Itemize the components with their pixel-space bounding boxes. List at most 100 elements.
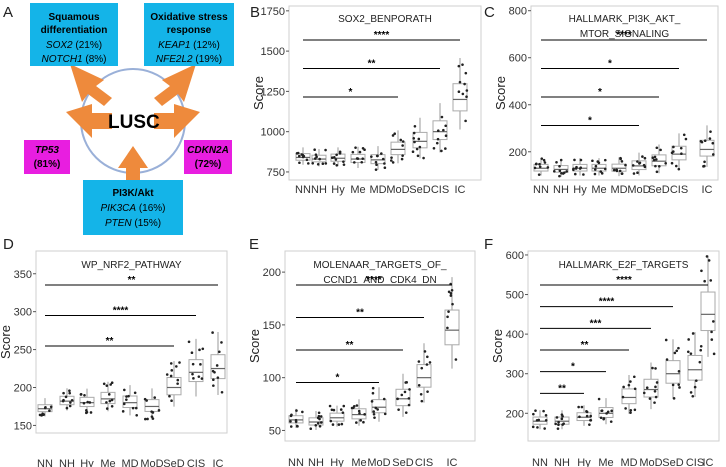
data-point bbox=[572, 167, 575, 171]
lusc-center-label: LUSC bbox=[108, 112, 160, 133]
data-point bbox=[317, 411, 321, 415]
data-point bbox=[381, 157, 385, 161]
data-point bbox=[620, 172, 624, 175]
data-point bbox=[624, 163, 627, 167]
data-point bbox=[602, 417, 605, 421]
x-tick-label: Hy bbox=[331, 184, 345, 196]
data-point bbox=[338, 152, 342, 155]
data-point bbox=[654, 164, 657, 168]
data-point bbox=[585, 410, 589, 414]
data-point bbox=[620, 160, 624, 163]
chart-title: HALLMARK_PI3K_AKT_ bbox=[569, 14, 681, 25]
data-point bbox=[425, 363, 429, 366]
x-tick-label: NN bbox=[295, 184, 311, 196]
data-point bbox=[200, 377, 204, 380]
chart-title-line-2: CCND1_AND_CDK4_DN bbox=[323, 275, 436, 286]
data-point bbox=[201, 347, 205, 351]
data-point bbox=[289, 425, 293, 428]
data-point bbox=[534, 409, 537, 412]
data-point bbox=[693, 385, 697, 389]
box bbox=[371, 399, 387, 414]
data-point bbox=[316, 421, 320, 425]
data-point bbox=[546, 166, 550, 169]
data-point bbox=[560, 417, 564, 421]
data-point bbox=[553, 169, 556, 173]
data-point bbox=[621, 395, 625, 399]
data-point bbox=[599, 416, 603, 420]
y-tick-label: 200 bbox=[263, 267, 281, 279]
panel-label: F bbox=[484, 236, 493, 253]
data-point bbox=[190, 351, 194, 355]
data-point bbox=[629, 408, 633, 412]
data-point bbox=[542, 158, 546, 162]
data-point bbox=[454, 358, 458, 361]
data-point bbox=[400, 393, 404, 397]
plot-frame bbox=[530, 5, 719, 181]
data-point bbox=[457, 90, 461, 94]
data-point bbox=[432, 146, 436, 150]
box bbox=[350, 153, 366, 163]
data-point bbox=[710, 338, 714, 341]
squamous-gene-2: NOTCH1 (8%) bbox=[41, 54, 106, 65]
data-point bbox=[540, 157, 544, 160]
data-point bbox=[110, 404, 114, 408]
data-point bbox=[150, 410, 153, 413]
data-point bbox=[702, 165, 705, 168]
data-point bbox=[294, 418, 298, 422]
data-point bbox=[533, 166, 537, 170]
x-tick-label: MD bbox=[610, 184, 627, 196]
data-point bbox=[633, 375, 636, 379]
data-point bbox=[153, 396, 157, 399]
data-point bbox=[463, 82, 466, 86]
data-point bbox=[332, 408, 336, 412]
box bbox=[100, 391, 116, 405]
data-point bbox=[651, 366, 654, 370]
x-tick-label: NH bbox=[553, 184, 569, 196]
data-point bbox=[408, 388, 411, 391]
panel-label: C bbox=[484, 4, 495, 21]
data-point bbox=[418, 145, 422, 149]
data-point bbox=[380, 152, 383, 155]
data-point bbox=[415, 147, 419, 151]
data-point bbox=[61, 399, 65, 403]
data-point bbox=[558, 165, 561, 168]
data-point bbox=[354, 146, 357, 149]
data-point bbox=[537, 173, 541, 176]
data-point bbox=[451, 302, 454, 306]
pathway-arrows bbox=[66, 64, 200, 182]
data-point bbox=[645, 386, 649, 390]
data-point bbox=[680, 152, 683, 155]
data-point bbox=[588, 423, 591, 426]
data-point bbox=[309, 427, 313, 431]
gene-notch1: NOTCH1 bbox=[41, 54, 82, 65]
data-point bbox=[187, 340, 191, 344]
significance-label: ** bbox=[558, 383, 566, 394]
y-tick-label: 150 bbox=[14, 420, 32, 432]
x-tick-label: Me bbox=[100, 458, 115, 467]
data-point bbox=[70, 398, 74, 402]
panel-f: F HALLMARK_E2F_TARGETS Score 200 300 400 500 60… bbox=[484, 236, 720, 467]
data-point bbox=[648, 397, 652, 400]
data-point bbox=[618, 169, 622, 173]
data-point bbox=[371, 386, 375, 390]
data-point bbox=[654, 385, 657, 389]
pi3k-gene-1: PIK3CA (16%) bbox=[100, 203, 165, 214]
data-point bbox=[712, 320, 715, 323]
significance-label: **** bbox=[616, 30, 632, 41]
data-point bbox=[150, 415, 154, 418]
data-point bbox=[636, 171, 639, 174]
data-point bbox=[376, 408, 379, 411]
data-point bbox=[532, 412, 535, 416]
data-point bbox=[213, 371, 216, 374]
y-tick-label: 750 bbox=[267, 167, 285, 179]
significance-label: **** bbox=[599, 297, 615, 308]
data-point bbox=[426, 355, 429, 359]
data-point bbox=[651, 156, 655, 160]
data-point bbox=[627, 383, 631, 387]
data-point bbox=[464, 71, 468, 75]
data-point bbox=[672, 145, 675, 149]
significance-label: * bbox=[608, 59, 612, 70]
panel-d: D WP_NRF2_PATHWAY Score 150 200 250 300 350 NN NH… bbox=[0, 236, 228, 467]
box bbox=[370, 154, 386, 165]
box bbox=[444, 309, 460, 346]
